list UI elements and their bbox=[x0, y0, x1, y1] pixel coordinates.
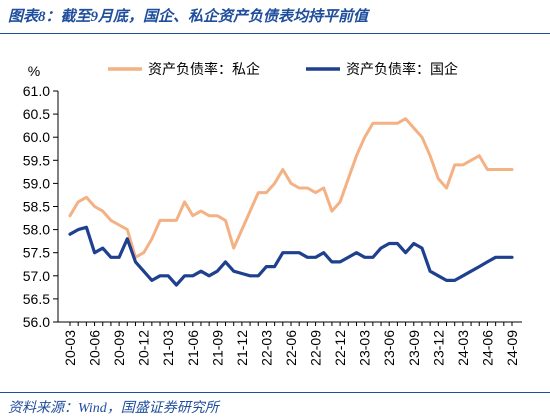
x-tick-label: 21-09 bbox=[209, 330, 225, 366]
y-tick-label: 58.0 bbox=[23, 222, 50, 238]
x-tick-label: 23-03 bbox=[357, 330, 373, 366]
series-line-state bbox=[68, 225, 514, 287]
figure-title: 图表8：截至9月底，国企、私企资产负债表均持平前值 bbox=[8, 9, 369, 25]
chart-series bbox=[68, 117, 514, 287]
chart-legend: 资产负债率：私企 资产负债率：国企 bbox=[108, 61, 458, 77]
x-tick-label: 24-03 bbox=[455, 330, 471, 366]
x-tick-label: 24-06 bbox=[479, 330, 495, 366]
x-tick-label: 22-03 bbox=[258, 330, 274, 366]
x-tick-label: 23-09 bbox=[406, 330, 422, 366]
line-chart: % 61.0 60.5 60.0 59.5 59.0 58.5 58.0 57.5 57.0 56.… bbox=[23, 61, 522, 366]
x-tick-label: 24-09 bbox=[504, 330, 520, 366]
x-tick-label: 22-06 bbox=[283, 330, 299, 366]
y-unit-label: % bbox=[28, 63, 40, 79]
x-tick-label: 22-09 bbox=[308, 330, 324, 366]
y-tick-label: 61.0 bbox=[23, 83, 50, 99]
x-tick-label: 20-09 bbox=[111, 330, 127, 366]
y-tick-label: 60.5 bbox=[23, 106, 50, 122]
y-tick-label: 60.0 bbox=[23, 129, 50, 145]
title-rule bbox=[0, 33, 550, 34]
series-line-private bbox=[68, 117, 514, 259]
x-tick-label: 20-06 bbox=[87, 330, 103, 366]
x-tick-label: 22-12 bbox=[332, 330, 348, 366]
source-rule bbox=[0, 392, 550, 393]
y-tick-label: 57.0 bbox=[23, 268, 50, 284]
y-tick-label: 56.0 bbox=[23, 314, 50, 330]
x-tick-label: 23-06 bbox=[381, 330, 397, 366]
legend-label-state: 资产负债率：国企 bbox=[346, 61, 458, 77]
y-tick-label: 57.5 bbox=[23, 245, 50, 261]
x-tick-label: 20-12 bbox=[136, 330, 152, 366]
x-tick-label: 21-03 bbox=[160, 330, 176, 366]
y-tick-label: 56.5 bbox=[23, 291, 50, 307]
x-tick-label: 21-06 bbox=[185, 330, 201, 366]
y-tick-label: 59.0 bbox=[23, 175, 50, 191]
x-tick-label: 20-03 bbox=[62, 330, 78, 366]
legend-label-private: 资产负债率：私企 bbox=[148, 61, 260, 77]
x-tick-label: 23-12 bbox=[430, 330, 446, 366]
y-tick-label: 59.5 bbox=[23, 152, 50, 168]
x-tick-label: 21-12 bbox=[234, 330, 250, 366]
chart-axes: % 61.0 60.5 60.0 59.5 59.0 58.5 58.0 57.5 57.0 56.… bbox=[23, 63, 522, 366]
y-tick-label: 58.5 bbox=[23, 199, 50, 215]
source-note: 资料来源：Wind，国盛证券研究所 bbox=[8, 401, 219, 416]
